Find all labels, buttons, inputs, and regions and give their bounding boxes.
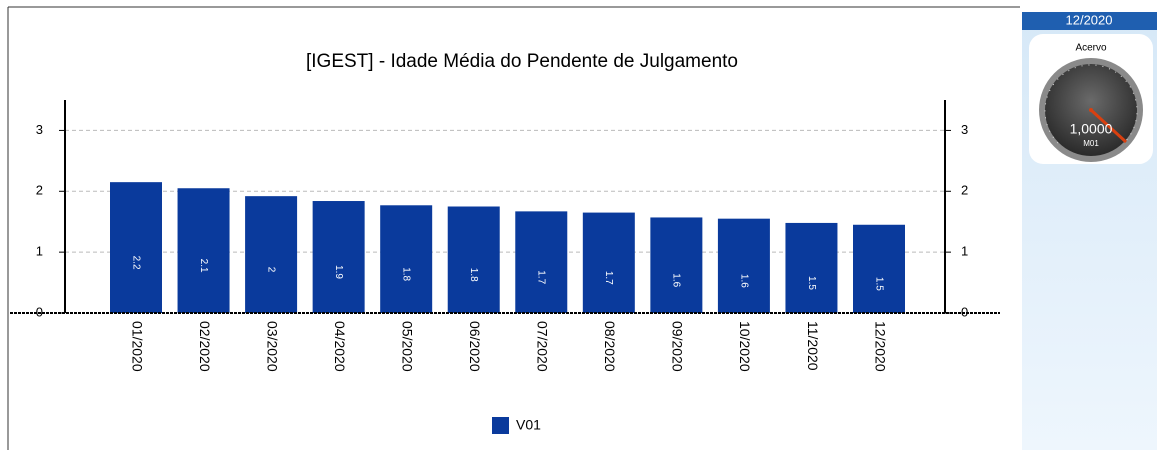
page: [IGEST] - Idade Média do Pendente de Jul… (0, 0, 1157, 450)
data-label: 2.2 (130, 256, 141, 270)
x-tick-label: 12/2020 (872, 321, 888, 372)
x-tick-label: 02/2020 (197, 321, 213, 372)
bar (583, 213, 635, 313)
x-tick-label: 10/2020 (737, 321, 753, 372)
y2-tick-label: 3 (961, 122, 968, 137)
y2-tick-label: 1 (961, 244, 968, 259)
bar (313, 201, 365, 313)
y2-tick-label: 2 (961, 183, 968, 198)
y-tick-label: 2 (36, 183, 43, 198)
x-tick-label: 03/2020 (264, 321, 280, 372)
bar (650, 217, 702, 313)
data-label: 1.7 (603, 271, 614, 285)
x-tick-label: 06/2020 (467, 321, 483, 372)
x-tick-label: 04/2020 (332, 321, 348, 372)
x-tick-label: 07/2020 (535, 321, 551, 372)
gauge-title: Acervo (1075, 43, 1107, 54)
data-label: 2 (265, 267, 276, 273)
data-label: 1.7 (536, 270, 547, 284)
bar (245, 196, 297, 313)
bar (785, 223, 837, 313)
bar (178, 188, 230, 313)
x-tick-label: 09/2020 (670, 321, 686, 372)
data-label: 1.6 (671, 273, 682, 287)
bar (110, 182, 162, 313)
data-label: 1.5 (873, 277, 884, 291)
gauge-value: 1,0000 (1070, 121, 1113, 137)
y-tick-label: 1 (36, 244, 43, 259)
data-label: 1.6 (738, 274, 749, 288)
data-label: 1.8 (401, 267, 412, 281)
legend-label: V01 (516, 417, 541, 433)
data-label: 2.1 (198, 259, 209, 273)
x-tick-label: 05/2020 (399, 321, 415, 372)
bar (448, 207, 500, 314)
legend-swatch (492, 417, 509, 434)
y-tick-label: 3 (36, 122, 43, 137)
period: 12/2020 (1066, 12, 1113, 27)
gauge-hub (1089, 108, 1093, 112)
bar (380, 205, 432, 313)
x-tick-label: 08/2020 (602, 321, 618, 372)
bar (853, 225, 905, 313)
x-tick-label: 01/2020 (129, 321, 145, 372)
bar (718, 219, 770, 313)
data-label: 1.5 (806, 276, 817, 290)
y-tick-label: 0 (36, 304, 43, 319)
y2-tick-label: 0 (961, 304, 968, 319)
data-label: 1.9 (333, 265, 344, 279)
chart-title: [IGEST] - Idade Média do Pendente de Jul… (306, 51, 738, 72)
x-tick-label: 11/2020 (805, 321, 821, 371)
data-label: 1.8 (468, 268, 479, 282)
gauge-sublabel: M01 (1083, 139, 1099, 148)
bar (515, 211, 567, 313)
